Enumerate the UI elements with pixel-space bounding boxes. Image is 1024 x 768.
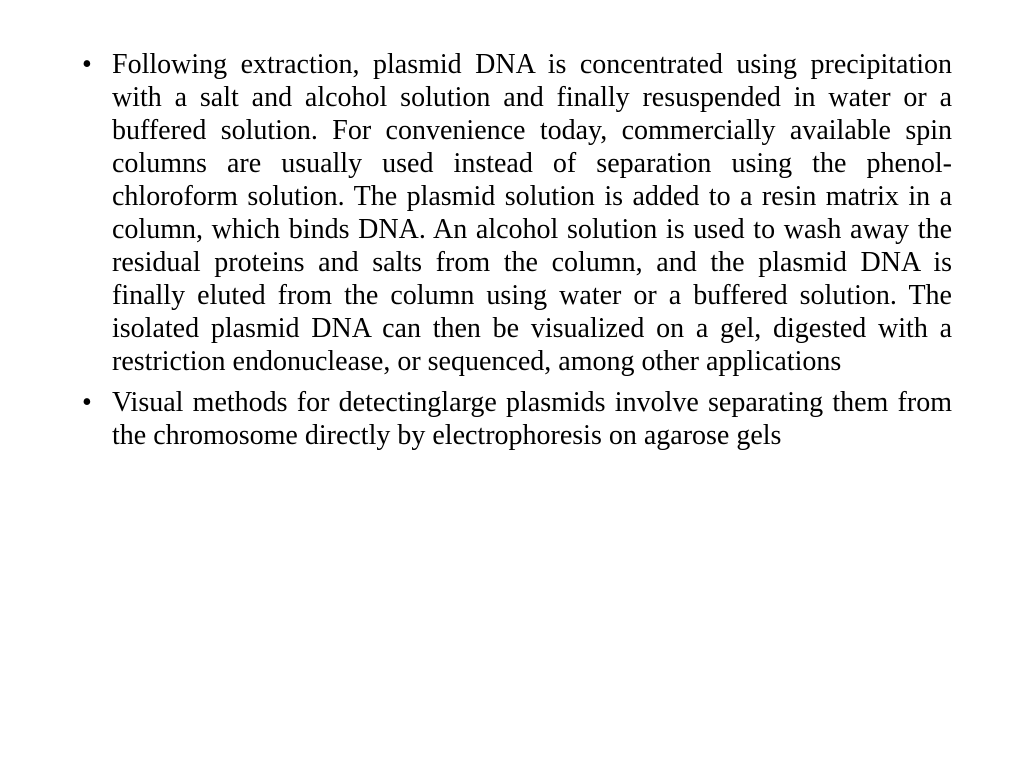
slide-container: Following extraction, plasmid DNA is con… (0, 0, 1024, 768)
bullet-text: Visual methods for detectinglarge plasmi… (112, 386, 952, 452)
bullet-list: Following extraction, plasmid DNA is con… (72, 48, 952, 452)
bullet-item: Visual methods for detectinglarge plasmi… (72, 386, 952, 452)
bullet-item: Following extraction, plasmid DNA is con… (72, 48, 952, 378)
bullet-text: Following extraction, plasmid DNA is con… (112, 48, 952, 378)
